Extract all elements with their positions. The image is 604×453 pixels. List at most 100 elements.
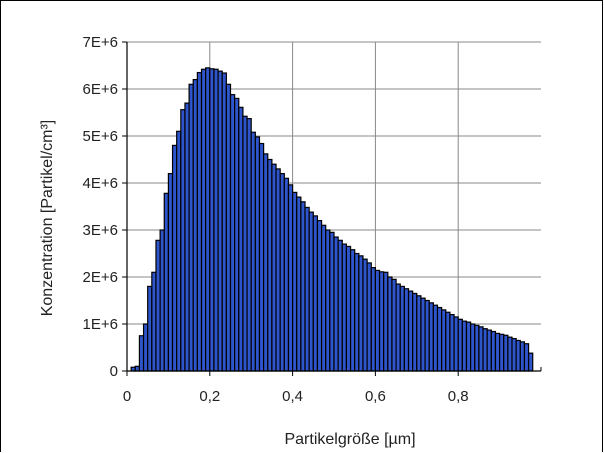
histogram-bar [494, 332, 501, 372]
histogram-bar [499, 333, 505, 372]
histogram-bar [503, 334, 509, 372]
histogram-bar [366, 262, 372, 372]
histogram-bar [167, 173, 174, 372]
histogram-bar [225, 83, 232, 372]
histogram-bar [329, 231, 335, 372]
bars [130, 67, 534, 372]
histogram-bar [142, 323, 149, 372]
histogram-bar [490, 330, 497, 372]
histogram-bar [246, 118, 252, 372]
histogram-bar [213, 68, 219, 372]
histogram-bar [205, 67, 211, 372]
histogram-bar [325, 229, 331, 372]
histogram-bar [287, 184, 294, 372]
histogram-bar [151, 271, 157, 372]
histogram-bar [217, 70, 223, 372]
histogram-bar [196, 71, 203, 372]
y-tick-labels: 0 1E+6 2E+6 3E+6 4E+6 5E+6 6E+6 7E+6 [83, 34, 118, 380]
histogram-bar [163, 192, 169, 372]
y-tick-label: 6E+6 [83, 81, 118, 98]
histogram-bar [391, 278, 397, 372]
x-tick-label: 0,6 [365, 388, 386, 405]
histogram-bar [523, 343, 530, 372]
histogram-bar [453, 316, 459, 372]
histogram-bar [209, 68, 215, 372]
histogram-bar [320, 224, 327, 372]
histogram-bar [316, 220, 323, 372]
histogram-bar [184, 102, 190, 372]
histogram-bar [254, 136, 261, 372]
y-tick-label: 2E+6 [83, 269, 118, 286]
histogram-bar [399, 285, 405, 372]
histogram-bar [515, 339, 521, 372]
histogram-bar [308, 211, 314, 372]
histogram-bar [180, 109, 186, 372]
histogram-bar [229, 94, 236, 372]
histogram-bar [441, 309, 447, 372]
histogram-bar [416, 295, 422, 372]
histogram-bar [341, 243, 348, 372]
histogram-bar [470, 323, 476, 372]
x-tick-label: 0,2 [199, 388, 220, 405]
histogram-bar [403, 288, 410, 372]
y-tick-label: 5E+6 [83, 128, 118, 145]
histogram-bar [387, 276, 393, 372]
y-tick-label: 4E+6 [83, 175, 118, 192]
histogram-bar [300, 201, 306, 372]
histogram-bar [312, 215, 319, 372]
histogram-bar [263, 153, 269, 372]
histogram-bar [159, 229, 165, 372]
histogram-bar [449, 314, 455, 372]
histogram-bar [275, 168, 281, 372]
histogram-bar [304, 206, 310, 372]
histogram-bar [374, 269, 381, 372]
histogram-bar [221, 72, 227, 372]
y-tick-label: 7E+6 [83, 34, 118, 51]
histogram-bar [519, 341, 526, 372]
histogram-bar [279, 173, 285, 372]
x-axis-label: Partikelgröße [µm] [284, 431, 415, 448]
histogram-bar [378, 271, 385, 372]
y-axis-label: Konzentration [Partikel/cm³] [39, 120, 56, 317]
x-tick-label: 0,8 [448, 388, 469, 405]
histogram-bar [134, 365, 141, 372]
histogram-bar [147, 285, 153, 372]
y-tick-label: 0 [110, 363, 118, 380]
histogram-bar [155, 239, 161, 372]
histogram-bar [188, 83, 194, 372]
histogram-bar [354, 252, 360, 372]
histogram-bar [250, 131, 256, 372]
y-tick-label: 1E+6 [83, 316, 118, 333]
histogram-bar [283, 177, 290, 372]
histogram-bar [457, 318, 463, 372]
histogram-bar [337, 239, 343, 372]
y-tick-label: 3E+6 [83, 222, 118, 239]
histogram-bar [192, 78, 198, 372]
histogram-bar [407, 290, 414, 372]
histogram-bar [424, 299, 430, 372]
histogram-bar [234, 97, 240, 372]
histogram-bar [345, 245, 352, 372]
axes [122, 41, 542, 376]
histogram-bar [445, 311, 451, 372]
histogram-bar [349, 249, 356, 372]
x-tick-label: 0,4 [282, 388, 303, 405]
histogram-bar [412, 292, 418, 372]
histogram-bar [527, 352, 534, 372]
histogram-bar [511, 337, 517, 372]
histogram-bar [478, 326, 484, 372]
histogram-bar [333, 236, 339, 372]
histogram-bar [383, 271, 389, 372]
histogram-bar [138, 335, 145, 372]
histogram-bar [238, 106, 244, 372]
histogram-bar [436, 306, 443, 372]
histogram-bar [242, 115, 248, 372]
histogram-bar [507, 336, 513, 372]
histogram-bar [461, 320, 468, 372]
histogram-bar [482, 328, 488, 372]
histogram-bar [362, 258, 368, 372]
histogram-bar [474, 324, 480, 372]
histogram-bar [432, 304, 439, 372]
histogram-bar [258, 142, 265, 372]
